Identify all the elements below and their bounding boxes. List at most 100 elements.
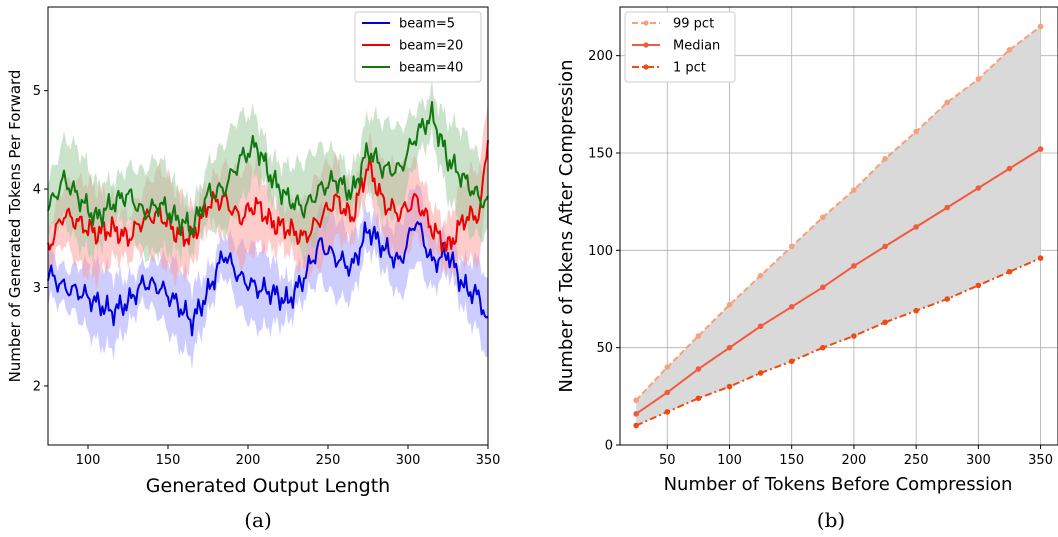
chart-b: 50 100 150 200 250 300 350 0 50 100 150 200 Number…	[556, 6, 1058, 532]
b-point-2-4	[726, 344, 733, 351]
b-legend: 99 pct Median 1 pct	[624, 11, 736, 83]
b-point-3-9	[882, 319, 888, 326]
b-y-tick-label-2: 50	[596, 341, 613, 356]
b-lines	[633, 23, 1044, 429]
b-y-tick-label-3: 100	[588, 244, 613, 259]
a-lines	[47, 100, 489, 337]
b-point-1-5	[757, 272, 764, 279]
a-x-axis-label: Generated Output Length	[146, 475, 390, 497]
b-point-1-1	[633, 397, 639, 404]
b-point-3-2	[664, 409, 671, 415]
b-x-ticks: 50 100 150 200 250 300 350	[659, 445, 1053, 468]
b-y-axis-label: Number of Tokens After Compression	[556, 59, 577, 392]
b-point-2-2	[664, 389, 671, 396]
b-point-3-5	[757, 370, 764, 376]
a-x-tick-label-2: 150	[156, 453, 181, 468]
b-point-1-8	[851, 187, 857, 193]
b-point-1-9	[882, 156, 888, 162]
b-point-3-8	[851, 333, 857, 339]
a-x-tick-label-1: 100	[76, 453, 101, 468]
a-y-tick-label-3: 4	[33, 183, 41, 198]
b-y-tick-label-5: 200	[588, 49, 613, 64]
b-point-2-13	[1006, 165, 1013, 172]
a-legend-entry-3: beam=40	[362, 61, 463, 76]
b-series-line-2	[635, 148, 1042, 415]
b-point-3-11	[944, 296, 951, 302]
chart-a: 100 150 200 250 300 350 2 3 4 5 Generated Output…	[6, 6, 501, 532]
b-point-1-13	[1006, 47, 1013, 53]
a-legend: beam=5 beam=20 beam=40	[354, 11, 482, 83]
b-legend-label-2: Median	[673, 39, 720, 54]
b-point-2-14	[1037, 146, 1044, 152]
b-legend-label-3: 1 pct	[673, 61, 706, 76]
b-point-3-1	[633, 422, 639, 429]
a-legend-entry-1: beam=5	[362, 17, 455, 32]
b-x-tick-label-6: 300	[966, 453, 991, 468]
b-point-3-3	[695, 395, 702, 402]
b-point-2-6	[788, 303, 795, 310]
a-x-ticks: 100 150 200 250 300 350	[76, 445, 501, 468]
b-legend-entry-1: 99 pct	[632, 17, 714, 32]
b-point-1-14	[1037, 23, 1044, 30]
b-point-3-14	[1037, 255, 1044, 261]
b-y-tick-label-1: 0	[605, 439, 613, 454]
a-x-tick-label-4: 250	[316, 453, 341, 468]
b-y-ticks: 0 50 100 150 200	[588, 49, 620, 454]
a-x-tick-label-5: 300	[396, 453, 421, 468]
a-y-ticks: 2 3 4 5	[33, 84, 48, 394]
b-legend-entry-2: Median	[632, 39, 720, 54]
b-plot-frame	[619, 6, 1058, 446]
b-point-2-9	[882, 243, 888, 250]
b-point-3-10	[913, 307, 919, 314]
a-legend-label-1: beam=5	[399, 17, 455, 32]
b-point-3-6	[788, 358, 795, 365]
b-point-3-7	[820, 344, 826, 351]
b-x-axis-label: Number of Tokens Before Compression	[664, 474, 1013, 495]
b-point-2-3	[695, 366, 702, 372]
b-x-tick-label-2: 100	[717, 453, 742, 468]
a-series-line-2	[47, 140, 489, 253]
b-point-2-5	[757, 323, 764, 330]
a-legend-label-2: beam=20	[399, 39, 463, 54]
b-fill-between	[636, 26, 1041, 426]
b-x-tick-label-3: 150	[779, 453, 804, 468]
a-legend-entry-2: beam=20	[362, 39, 463, 54]
b-point-2-8	[851, 263, 857, 269]
a-plot-frame	[47, 6, 489, 446]
b-series-line-3	[635, 257, 1041, 427]
b-legend-marker-3	[643, 64, 649, 70]
b-x-tick-label-4: 200	[842, 453, 867, 468]
b-legend-marker-1	[643, 20, 649, 26]
b-y-tick-label-4: 150	[588, 147, 613, 162]
b-point-1-6	[788, 243, 795, 250]
a-x-tick-label-6: 350	[476, 453, 501, 468]
b-caption: (b)	[817, 508, 845, 532]
b-point-1-2	[664, 364, 671, 370]
b-legend-entry-3: 1 pct	[632, 61, 706, 76]
b-point-2-7	[820, 284, 826, 291]
b-x-tick-label-7: 350	[1028, 453, 1053, 468]
b-point-3-12	[975, 282, 982, 289]
b-legend-label-1: 99 pct	[673, 17, 714, 32]
a-caption: (a)	[244, 508, 272, 532]
b-legend-box	[624, 11, 736, 83]
a-y-tick-label-2: 3	[33, 281, 41, 296]
a-legend-box	[354, 11, 482, 83]
b-point-1-7	[820, 214, 826, 221]
a-y-axis-label: Number of Generated Tokens Per Forward	[6, 70, 24, 383]
b-point-3-4	[726, 383, 733, 390]
b-point-2-1	[633, 411, 639, 417]
b-point-1-10	[913, 128, 919, 135]
a-y-tick-label-1: 2	[33, 379, 41, 394]
b-x-tick-label-5: 250	[904, 453, 929, 468]
b-point-2-10	[913, 224, 919, 230]
a-legend-label-3: beam=40	[399, 61, 463, 76]
b-point-3-13	[1006, 268, 1013, 275]
b-legend-marker-2	[643, 42, 649, 48]
a-band-1	[48, 183, 488, 371]
a-x-tick-label-3: 200	[236, 453, 261, 468]
b-series-line-1	[635, 25, 1042, 401]
b-point-1-11	[944, 99, 951, 106]
a-series-line-1	[47, 221, 489, 337]
